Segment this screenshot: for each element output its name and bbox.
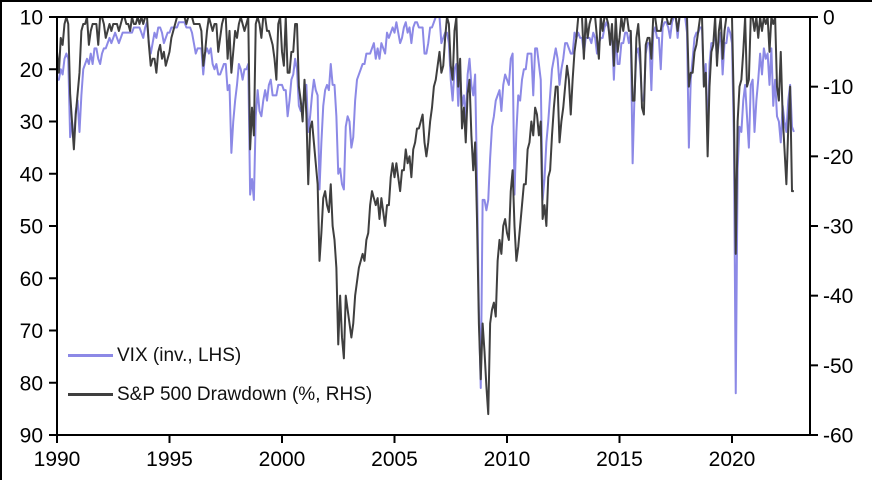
- sp500-drawdown-legend-label: S&P 500 Drawdown (%, RHS): [117, 383, 373, 405]
- right-axis-tick-label: -50: [823, 355, 853, 378]
- left-axis-tick-label: 40: [20, 163, 43, 186]
- left-axis-tick-label: 30: [20, 111, 43, 134]
- right-axis-tick-label: -60: [823, 425, 853, 448]
- legend-item-vix: VIX (inv., LHS): [68, 342, 372, 368]
- x-axis-tick-label: 2000: [259, 448, 306, 471]
- x-axis-tick-label: 2010: [484, 448, 531, 471]
- left-axis-tick-label: 90: [20, 425, 43, 448]
- right-axis-tick-label: -40: [823, 285, 853, 308]
- left-axis-tick-label: 70: [20, 320, 43, 343]
- vix-legend-label: VIX (inv., LHS): [117, 344, 242, 366]
- series-line-0: [57, 16, 795, 395]
- vix-line-swatch: [68, 353, 113, 357]
- left-axis-tick-label: 10: [20, 7, 43, 30]
- x-axis-tick-label: 2020: [709, 448, 756, 471]
- right-axis-tick-label: -10: [823, 76, 853, 99]
- x-axis-tick-label: 2005: [371, 448, 418, 471]
- left-axis-tick-label: 80: [20, 372, 43, 395]
- left-axis-tick-label: 50: [20, 216, 43, 239]
- legend: VIX (inv., LHS) S&P 500 Drawdown (%, RHS…: [68, 342, 372, 420]
- right-axis-tick-label: 0: [823, 7, 835, 30]
- left-axis-tick-label: 60: [20, 268, 43, 291]
- right-axis-tick-label: -20: [823, 146, 853, 169]
- x-axis-tick-label: 2015: [596, 448, 643, 471]
- x-axis-tick-label: 1990: [34, 448, 81, 471]
- sp500-drawdown-line-swatch: [68, 392, 113, 396]
- x-axis-tick-label: 1995: [146, 448, 193, 471]
- legend-item-sp500-drawdown: S&P 500 Drawdown (%, RHS): [68, 381, 372, 407]
- left-axis-tick-label: 20: [20, 59, 43, 82]
- right-axis-tick-label: -30: [823, 216, 853, 239]
